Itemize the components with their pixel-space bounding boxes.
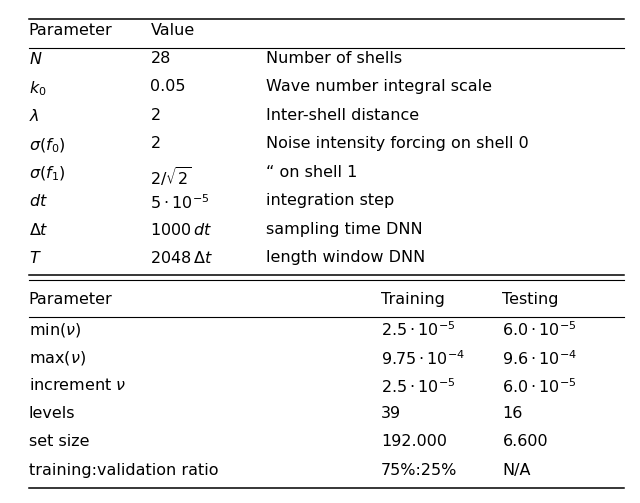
Text: 16: 16 — [502, 406, 523, 421]
Text: Testing: Testing — [502, 292, 559, 307]
Text: Number of shells: Number of shells — [266, 51, 402, 66]
Text: Noise intensity forcing on shell 0: Noise intensity forcing on shell 0 — [266, 136, 529, 151]
Text: length window DNN: length window DNN — [266, 250, 425, 265]
Text: $1000\,dt$: $1000\,dt$ — [150, 222, 212, 237]
Text: 2: 2 — [150, 108, 161, 123]
Text: Parameter: Parameter — [29, 292, 113, 307]
Text: $2.5 \cdot 10^{-5}$: $2.5 \cdot 10^{-5}$ — [381, 377, 456, 396]
Text: “ on shell 1: “ on shell 1 — [266, 165, 357, 180]
Text: 0.05: 0.05 — [150, 79, 186, 95]
Text: 6.600: 6.600 — [502, 434, 548, 449]
Text: $\Delta t$: $\Delta t$ — [29, 222, 49, 237]
Text: $9.75 \cdot 10^{-4}$: $9.75 \cdot 10^{-4}$ — [381, 349, 465, 368]
Text: $5 \cdot 10^{-5}$: $5 \cdot 10^{-5}$ — [150, 193, 210, 212]
Text: $\max(\nu)$: $\max(\nu)$ — [29, 349, 86, 367]
Text: Inter-shell distance: Inter-shell distance — [266, 108, 419, 123]
Text: increment $\nu$: increment $\nu$ — [29, 377, 126, 393]
Text: Wave number integral scale: Wave number integral scale — [266, 79, 492, 95]
Text: set size: set size — [29, 434, 90, 449]
Text: 28: 28 — [150, 51, 171, 66]
Text: $k_0$: $k_0$ — [29, 79, 46, 98]
Text: $\min(\nu)$: $\min(\nu)$ — [29, 320, 81, 339]
Text: Training: Training — [381, 292, 445, 307]
Text: 192.000: 192.000 — [381, 434, 447, 449]
Text: $2/\sqrt{2}$: $2/\sqrt{2}$ — [150, 165, 191, 188]
Text: $2048\,\Delta t$: $2048\,\Delta t$ — [150, 250, 213, 266]
Text: $dt$: $dt$ — [29, 193, 48, 209]
Text: $2.5 \cdot 10^{-5}$: $2.5 \cdot 10^{-5}$ — [381, 320, 456, 339]
Text: $N$: $N$ — [29, 51, 42, 67]
Text: N/A: N/A — [502, 463, 531, 478]
Text: Parameter: Parameter — [29, 23, 113, 38]
Text: training:validation ratio: training:validation ratio — [29, 463, 218, 478]
Text: $T$: $T$ — [29, 250, 42, 266]
Text: integration step: integration step — [266, 193, 394, 208]
Text: 75%:25%: 75%:25% — [381, 463, 457, 478]
Text: 39: 39 — [381, 406, 401, 421]
Text: $6.0 \cdot 10^{-5}$: $6.0 \cdot 10^{-5}$ — [502, 320, 577, 339]
Text: sampling time DNN: sampling time DNN — [266, 222, 422, 236]
Text: levels: levels — [29, 406, 76, 421]
Text: $\sigma(f_1)$: $\sigma(f_1)$ — [29, 165, 65, 183]
Text: 2: 2 — [150, 136, 161, 151]
Text: $6.0 \cdot 10^{-5}$: $6.0 \cdot 10^{-5}$ — [502, 377, 577, 396]
Text: $\sigma(f_0)$: $\sigma(f_0)$ — [29, 136, 65, 155]
Text: $\lambda$: $\lambda$ — [29, 108, 39, 124]
Text: Value: Value — [150, 23, 195, 38]
Text: $9.6 \cdot 10^{-4}$: $9.6 \cdot 10^{-4}$ — [502, 349, 577, 368]
